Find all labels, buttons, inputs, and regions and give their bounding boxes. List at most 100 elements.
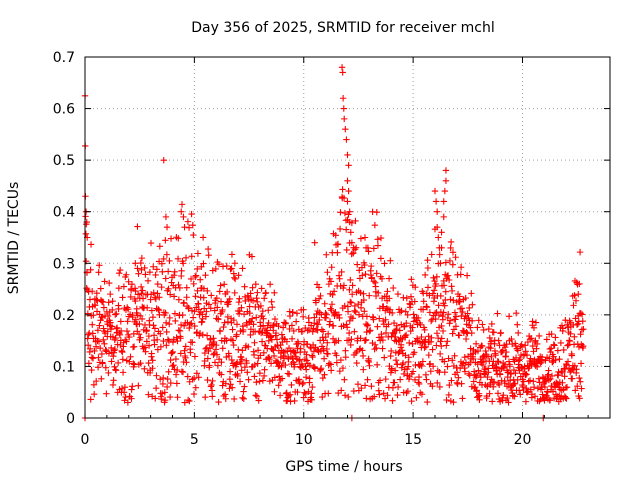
data-point [374,323,381,330]
data-point [348,336,355,343]
data-point [125,278,132,285]
data-point [342,353,349,361]
data-point [275,322,282,330]
data-point [324,350,332,358]
data-point [246,309,253,317]
data-point [570,302,577,309]
data-point [245,376,252,383]
data-point [441,187,449,195]
data-point [388,366,396,374]
data-point [102,346,110,354]
data-point [235,272,242,279]
data-point [399,359,407,367]
data-point [298,328,306,335]
data-point [95,354,102,361]
data-point [408,397,415,405]
data-point [390,319,398,327]
data-point [423,304,431,311]
data-point [254,347,262,354]
data-point [435,302,442,309]
data-point [333,352,340,359]
data-point [210,335,217,342]
data-point [444,363,451,370]
data-point [580,325,587,333]
data-point [205,301,213,308]
data-point [283,397,291,404]
data-point [154,346,162,353]
data-point [225,352,233,360]
data-point [253,393,261,400]
data-point [353,261,361,268]
data-point [223,288,231,296]
data-point [251,339,258,346]
data-point [342,126,349,133]
data-point [254,289,261,296]
data-point [355,311,363,318]
data-point [387,347,395,355]
data-point [450,399,457,406]
data-point [384,392,391,399]
data-point [180,213,187,221]
data-point [240,310,248,318]
data-point [94,364,102,371]
data-point [530,324,538,332]
data-point [241,383,248,390]
data-point [129,383,136,390]
data-point [389,397,396,404]
data-point [203,308,210,315]
data-point [132,260,139,267]
data-point [295,340,302,347]
data-point [338,387,345,394]
data-point [580,342,587,350]
data-point [370,245,378,252]
data-point [258,285,265,292]
data-point [180,299,188,306]
data-point [501,343,509,351]
data-point [105,279,113,287]
data-point [235,298,243,306]
data-point [386,306,394,313]
data-point [226,385,233,392]
data-point [371,222,379,229]
data-point [321,371,328,378]
data-point [184,373,191,380]
data-point [175,296,183,303]
data-point [532,337,539,344]
data-point [260,315,267,322]
data-point [313,310,320,318]
data-point [340,194,348,202]
data-point [361,308,368,315]
data-point [183,294,190,301]
data-point [192,272,200,279]
data-point [175,235,182,242]
data-point [103,390,110,397]
data-point [152,271,159,279]
data-point [228,265,235,272]
data-point [278,363,285,371]
data-point [309,328,316,335]
data-point [334,240,342,248]
data-point [290,327,297,335]
data-point [288,335,296,342]
data-point [154,280,161,288]
data-point [166,257,173,265]
y-tick-label: 0.3 [53,256,75,272]
data-point [249,284,256,291]
data-point [458,305,466,312]
data-point [240,395,247,402]
data-point [115,269,123,277]
data-point [362,336,370,344]
data-point [151,325,159,332]
data-point [440,198,447,205]
data-point [254,298,261,306]
data-point [92,343,100,350]
data-point [533,340,541,348]
data-point [87,266,94,274]
data-point [323,311,330,318]
data-point [328,301,336,308]
data-point [167,235,175,242]
data-point [319,374,327,382]
data-point [311,239,318,246]
data-point [575,291,582,298]
data-point [545,376,553,384]
